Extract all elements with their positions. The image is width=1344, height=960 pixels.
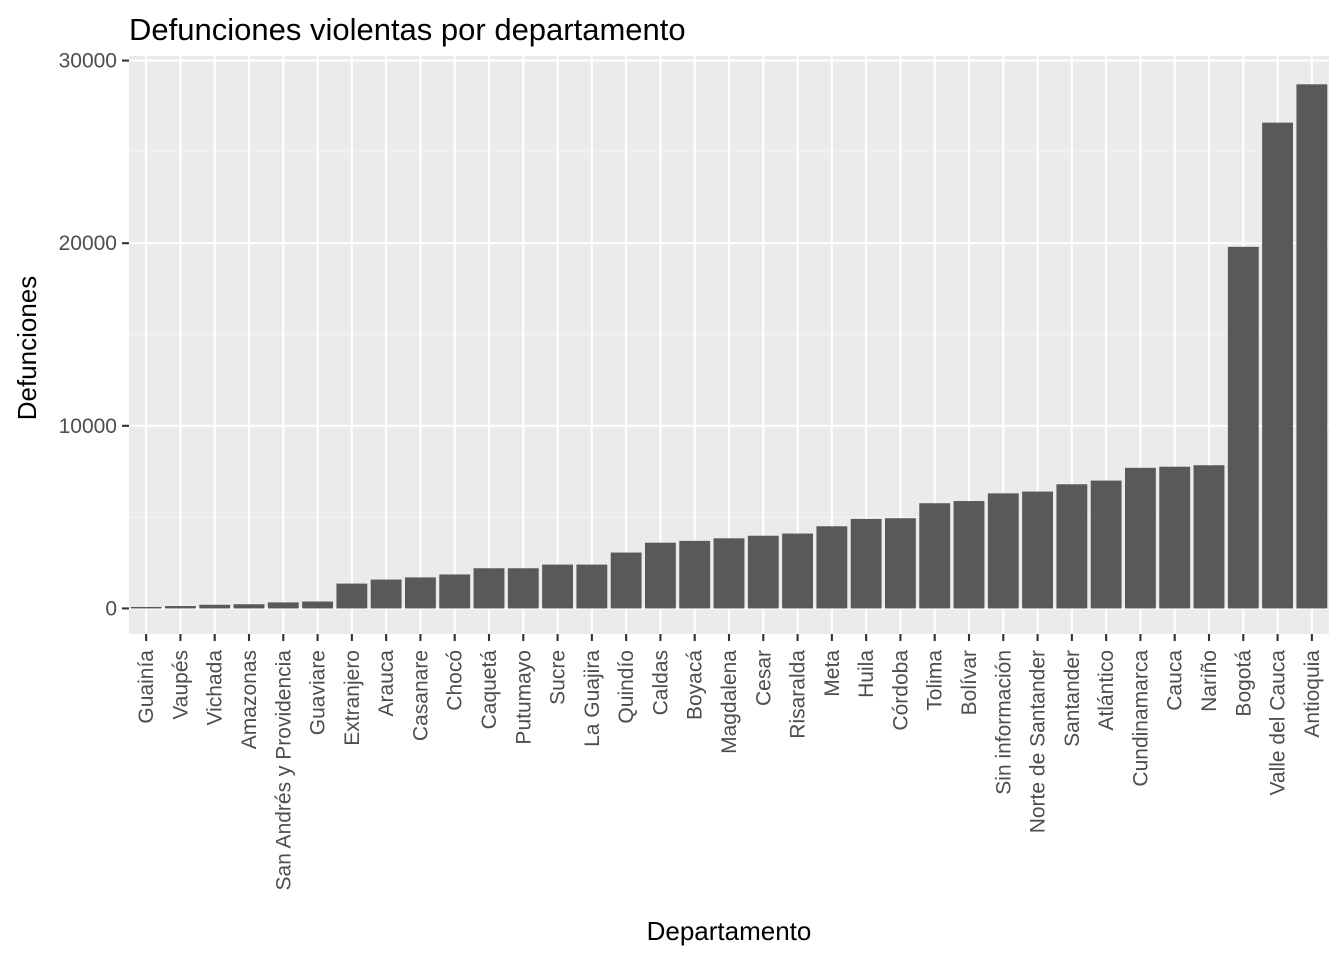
x-tick-label: Quindío — [615, 650, 638, 724]
bar — [919, 503, 951, 609]
bar — [953, 501, 985, 609]
x-tick-label: Bolívar — [958, 650, 981, 715]
x-tick-label: Vichada — [204, 650, 227, 726]
bar — [1227, 246, 1259, 609]
bar — [987, 493, 1019, 609]
bar — [1125, 467, 1156, 609]
bar — [199, 604, 231, 609]
x-tick-label: Caquetá — [478, 650, 501, 730]
bar — [1159, 466, 1191, 609]
bar — [610, 552, 642, 609]
x-tick-label: Boyacá — [684, 650, 707, 720]
bar — [267, 602, 299, 609]
bar — [645, 542, 676, 609]
bar — [1056, 484, 1088, 609]
x-tick-label: Arauca — [375, 650, 398, 717]
bar — [473, 568, 505, 609]
bar — [816, 526, 848, 609]
bar — [507, 568, 539, 609]
x-tick-label: Nariño — [1198, 650, 1221, 712]
x-tick-label: Amazonas — [238, 650, 261, 749]
x-tick-label: Cundinamarca — [1129, 650, 1152, 787]
bar — [130, 606, 162, 609]
x-tick-label: Huila — [855, 650, 878, 698]
x-tick-label: Norte de Santander — [1027, 650, 1050, 833]
bar — [1262, 122, 1293, 609]
x-tick-label: Santander — [1061, 650, 1084, 747]
x-tick-label: Magdalena — [718, 650, 741, 754]
y-axis-title: Defunciones — [12, 276, 42, 421]
x-tick-label: Córdoba — [889, 650, 912, 731]
x-tick-label: Valle del Cauca — [1267, 650, 1290, 796]
x-tick-label: Tolima — [924, 650, 947, 711]
x-tick-label: Sucre — [547, 650, 570, 705]
bar — [1296, 84, 1328, 609]
x-tick-label: Cauca — [1164, 650, 1187, 711]
y-axis: 0 10000 20000 30000 — [59, 50, 129, 620]
x-tick-label: Chocó — [444, 650, 467, 711]
x-tick-label: Meta — [821, 650, 844, 697]
x-tick-label: Guaviare — [307, 650, 330, 735]
x-tick-label: Extranjero — [341, 650, 364, 746]
y-tick-label: 0 — [105, 597, 117, 620]
bar — [679, 540, 711, 609]
x-tick-label: Guainía — [135, 650, 158, 724]
x-tick-label: Casanare — [409, 650, 432, 741]
x-tick-label: Bogotá — [1232, 650, 1255, 717]
bar — [850, 518, 882, 609]
x-tick-label: Cesar — [752, 650, 775, 706]
bar — [576, 564, 608, 609]
bar — [1022, 491, 1053, 609]
bar — [370, 579, 402, 609]
bar — [233, 604, 265, 609]
x-tick-label: Vaupés — [169, 650, 192, 720]
x-tick-label: Risaralda — [787, 650, 810, 739]
bar — [439, 574, 471, 609]
x-tick-label: Atlántico — [1095, 650, 1118, 731]
chart-title: Defunciones violentas por departamento — [129, 12, 686, 47]
x-tick-label: La Guajira — [581, 650, 604, 747]
bar — [336, 583, 368, 609]
x-axis-title: Departamento — [647, 916, 812, 946]
bar — [405, 577, 436, 609]
x-tick-label: Caldas — [649, 650, 672, 715]
bar — [885, 518, 916, 609]
bar — [1090, 480, 1122, 609]
bar — [542, 564, 573, 609]
x-tick-label: San Andrés y Providencia — [272, 650, 295, 891]
x-tick-label: Sin información — [992, 650, 1015, 795]
x-tick-label: Antioquia — [1301, 650, 1324, 738]
y-tick-label: 10000 — [59, 415, 117, 438]
y-tick-label: 30000 — [59, 50, 117, 73]
bar — [165, 606, 196, 609]
bar — [747, 535, 779, 609]
bar — [782, 533, 813, 609]
bar — [713, 538, 745, 609]
y-tick-label: 20000 — [59, 232, 117, 255]
x-axis: Guainía Vaupés Vichada Amazonas San Andrés y… — [135, 634, 1324, 890]
x-tick-label: Putumayo — [512, 650, 535, 745]
bar — [1193, 465, 1225, 609]
bar — [302, 601, 333, 609]
bars — [130, 84, 1328, 609]
